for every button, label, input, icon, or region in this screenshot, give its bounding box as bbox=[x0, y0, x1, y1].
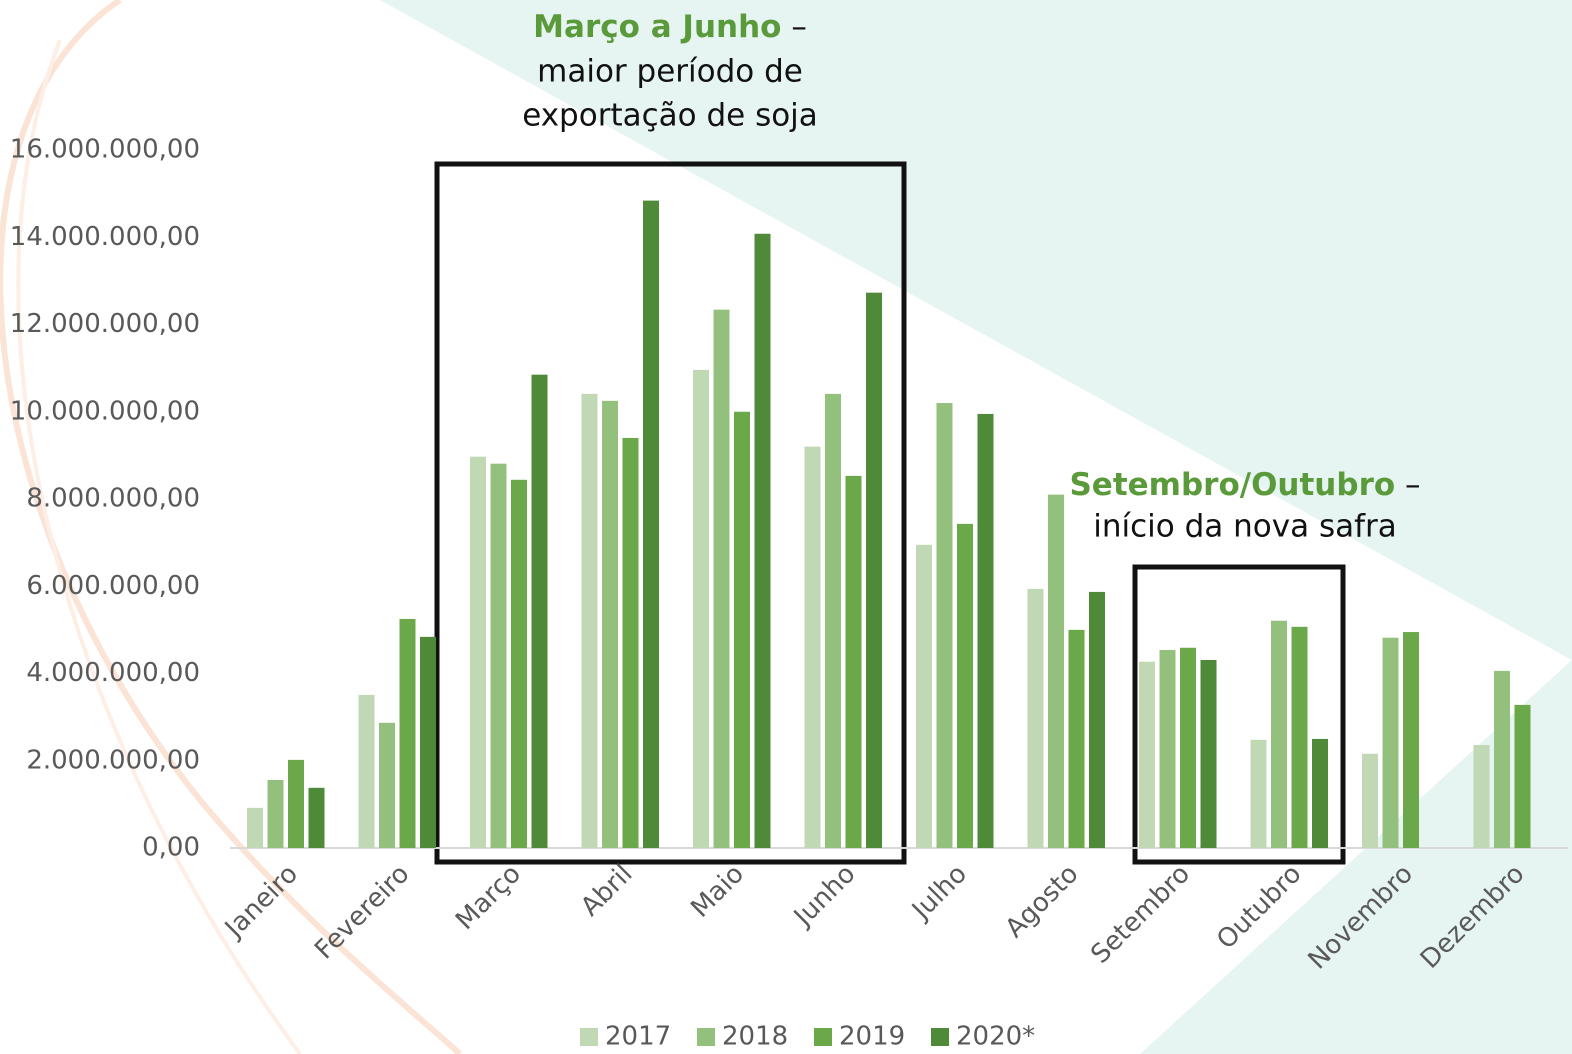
y-tick-label: 8.000.000,00 bbox=[26, 484, 200, 514]
bar bbox=[643, 200, 659, 849]
bar bbox=[267, 779, 284, 848]
bar bbox=[490, 463, 507, 848]
bar bbox=[1159, 649, 1176, 848]
bar bbox=[1027, 588, 1044, 848]
x-tick-label: Agosto bbox=[1000, 859, 1085, 944]
bar bbox=[511, 479, 527, 848]
bar bbox=[977, 413, 994, 848]
bar bbox=[693, 369, 709, 848]
legend-label: 2017 bbox=[605, 1022, 671, 1052]
bar bbox=[866, 292, 882, 848]
bar bbox=[804, 446, 821, 848]
highlight-box bbox=[1132, 564, 1346, 865]
annotation-dash: – bbox=[1405, 467, 1421, 503]
bar bbox=[1362, 753, 1378, 848]
bar bbox=[399, 618, 416, 848]
y-tick-label: 0,00 bbox=[142, 833, 200, 863]
bar bbox=[308, 787, 325, 848]
bar bbox=[1494, 670, 1510, 848]
bar bbox=[247, 807, 263, 848]
annotation-line: exportação de soja bbox=[522, 98, 818, 134]
x-tick-label: Junho bbox=[787, 859, 861, 933]
bar bbox=[957, 523, 973, 848]
bar bbox=[1180, 647, 1196, 848]
bar bbox=[1271, 620, 1287, 848]
bar bbox=[1139, 661, 1155, 848]
x-tick-label: Maio bbox=[685, 859, 750, 924]
bar bbox=[845, 475, 862, 848]
annotation-title: Setembro/Outubro bbox=[1069, 467, 1395, 503]
x-tick-label: Setembro bbox=[1085, 859, 1196, 970]
y-tick-label: 4.000.000,00 bbox=[26, 658, 200, 688]
bar bbox=[734, 411, 750, 848]
legend-swatch bbox=[580, 1028, 598, 1046]
bar bbox=[1089, 591, 1105, 848]
bar bbox=[1048, 494, 1064, 848]
annotation-dash: – bbox=[791, 9, 807, 45]
bar bbox=[1291, 626, 1308, 848]
bar bbox=[1382, 637, 1399, 848]
bar bbox=[358, 694, 375, 848]
background-arc bbox=[0, 0, 463, 1054]
annotation-line: maior período de bbox=[537, 54, 803, 90]
legend-swatch bbox=[814, 1028, 832, 1046]
legend-label: 2018 bbox=[722, 1022, 788, 1052]
bar bbox=[581, 393, 598, 848]
bar bbox=[288, 759, 304, 848]
bar bbox=[470, 456, 486, 848]
bar bbox=[379, 722, 395, 848]
bar bbox=[713, 309, 730, 849]
y-tick-label: 12.000.000,00 bbox=[10, 309, 200, 339]
annotation-title: Março a Junho bbox=[533, 9, 781, 45]
y-tick-label: 6.000.000,00 bbox=[26, 571, 200, 601]
x-tick-label: Julho bbox=[905, 859, 973, 927]
bar bbox=[1250, 739, 1267, 848]
annotation: Março a Junho – bbox=[533, 9, 807, 45]
bar bbox=[1312, 738, 1328, 848]
y-tick-label: 2.000.000,00 bbox=[26, 745, 200, 775]
bar bbox=[936, 403, 953, 848]
bar bbox=[1200, 659, 1217, 848]
x-tick-label: Março bbox=[450, 859, 527, 936]
y-tick-label: 16.000.000,00 bbox=[10, 135, 200, 165]
legend-swatch bbox=[697, 1028, 715, 1046]
x-tick-label: Abril bbox=[575, 859, 638, 922]
bar bbox=[754, 233, 771, 848]
y-tick-label: 14.000.000,00 bbox=[10, 222, 200, 252]
legend-label: 2019 bbox=[839, 1022, 905, 1052]
highlight-box bbox=[434, 161, 907, 865]
x-tick-label: Fevereiro bbox=[309, 859, 415, 965]
bar bbox=[420, 636, 436, 848]
bar bbox=[1514, 704, 1531, 848]
bar bbox=[531, 374, 548, 848]
bar bbox=[602, 400, 618, 848]
bar bbox=[916, 544, 932, 848]
annotation: Setembro/Outubro – bbox=[1069, 467, 1420, 503]
bar bbox=[1068, 629, 1085, 848]
annotation-line: início da nova safra bbox=[1093, 509, 1397, 545]
y-tick-label: 10.000.000,00 bbox=[10, 396, 200, 426]
legend-swatch bbox=[931, 1028, 949, 1046]
bar bbox=[825, 393, 841, 848]
bar bbox=[622, 437, 639, 848]
bar bbox=[1403, 632, 1419, 848]
background-arc bbox=[16, 39, 302, 1054]
bar bbox=[1473, 745, 1490, 848]
legend-label: 2020* bbox=[956, 1022, 1035, 1052]
